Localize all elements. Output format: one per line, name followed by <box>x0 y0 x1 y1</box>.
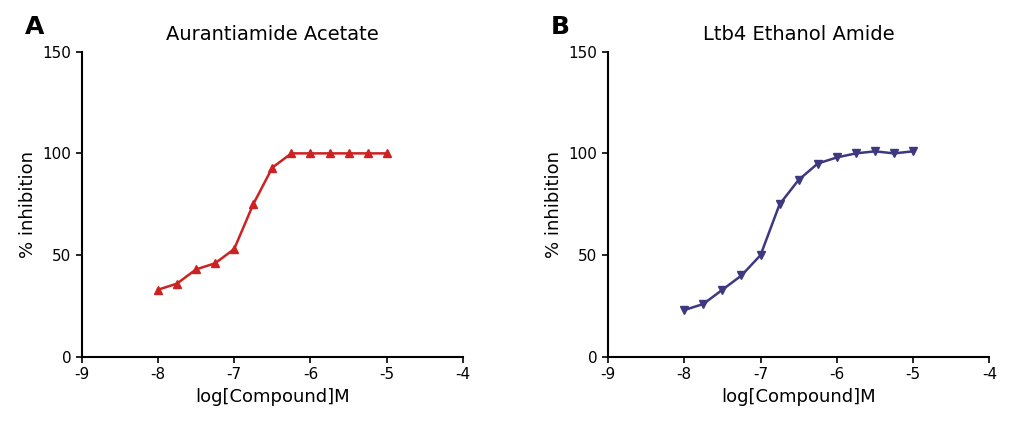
Text: A: A <box>24 15 44 39</box>
Title: Ltb4 Ethanol Amide: Ltb4 Ethanol Amide <box>702 25 894 44</box>
X-axis label: log[Compound]M: log[Compound]M <box>720 388 875 406</box>
Y-axis label: % inhibition: % inhibition <box>18 151 37 258</box>
Title: Aurantiamide Acetate: Aurantiamide Acetate <box>166 25 378 44</box>
X-axis label: log[Compound]M: log[Compound]M <box>195 388 350 406</box>
Text: B: B <box>550 15 570 39</box>
Y-axis label: % inhibition: % inhibition <box>544 151 562 258</box>
